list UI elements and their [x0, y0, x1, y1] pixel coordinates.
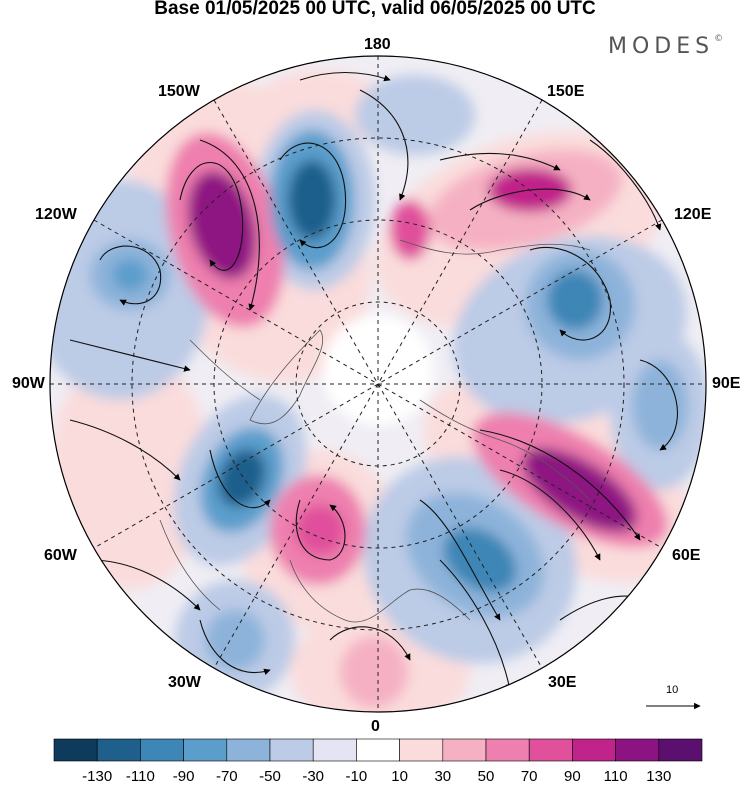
- lon-label-150w: 150W: [158, 83, 200, 100]
- map-outline: [49, 55, 707, 713]
- graticule: [50, 56, 706, 712]
- colorbar-tick-label: 50: [477, 768, 495, 785]
- colorbar-swatch: [53, 738, 98, 762]
- coastlines: [159, 239, 591, 623]
- colorbar-swatch: [572, 738, 616, 762]
- lon-label-60w: 60W: [44, 547, 77, 564]
- modes-logo: MODES©: [608, 34, 723, 59]
- colorbar-swatch: [269, 738, 314, 762]
- lon-label-90w: 90W: [12, 375, 45, 392]
- lon-label-180: 180: [364, 36, 391, 53]
- colorbar-swatch: [658, 738, 703, 762]
- colorbar-swatch: [399, 738, 444, 762]
- colorbar-swatch: [615, 738, 660, 762]
- colorbar-tick-label: -30: [302, 768, 325, 785]
- anomaly-field: [50, 70, 706, 712]
- lon-label-150e: 150E: [547, 83, 585, 100]
- colorbar-tick-label: 10: [391, 768, 408, 785]
- colorbar-tick-label: -90: [172, 768, 195, 785]
- colorbar-tick-label: -70: [215, 768, 238, 785]
- colorbar-swatch: [528, 738, 573, 762]
- lon-label-60e: 60E: [672, 547, 701, 564]
- colorbar-swatch: [96, 738, 141, 762]
- colorbar-tick-label: 30: [434, 768, 452, 785]
- brand-mark: ©: [714, 34, 724, 44]
- colorbar-swatch: [226, 738, 271, 762]
- lon-label-120w: 120W: [35, 206, 77, 223]
- colorbar-tick-label: -130: [82, 768, 113, 785]
- colorbar-tick-label: 90: [564, 768, 581, 785]
- colorbar-tick-label: 130: [646, 768, 672, 785]
- colorbar-swatch: [140, 738, 184, 762]
- brand-text: MODES: [608, 34, 715, 59]
- lon-label-90e: 90E: [712, 375, 741, 392]
- reference-vector-label: 10: [666, 684, 679, 696]
- lon-label-0: 0: [371, 718, 380, 735]
- colorbar-swatch: [442, 738, 487, 762]
- colorbar-swatch: [312, 738, 357, 762]
- colorbar-swatch: [183, 738, 228, 762]
- colorbar-tick-label: 70: [520, 768, 538, 785]
- colorbar-tick-label: -10: [345, 768, 368, 785]
- colorbar-swatch: [356, 738, 400, 762]
- colorbar-tick-label: -50: [259, 768, 281, 785]
- colorbar: [53, 738, 703, 762]
- colorbar-swatch: [485, 738, 530, 762]
- lon-label-120e: 120E: [674, 206, 712, 223]
- lon-label-30w: 30W: [168, 674, 201, 691]
- colorbar-tick-label: 110: [603, 768, 628, 785]
- lon-label-30e: 30E: [548, 674, 577, 691]
- colorbar-tick-label: -110: [125, 768, 155, 785]
- map-title: Base 01/05/2025 00 UTC, valid 06/05/2025…: [154, 0, 596, 19]
